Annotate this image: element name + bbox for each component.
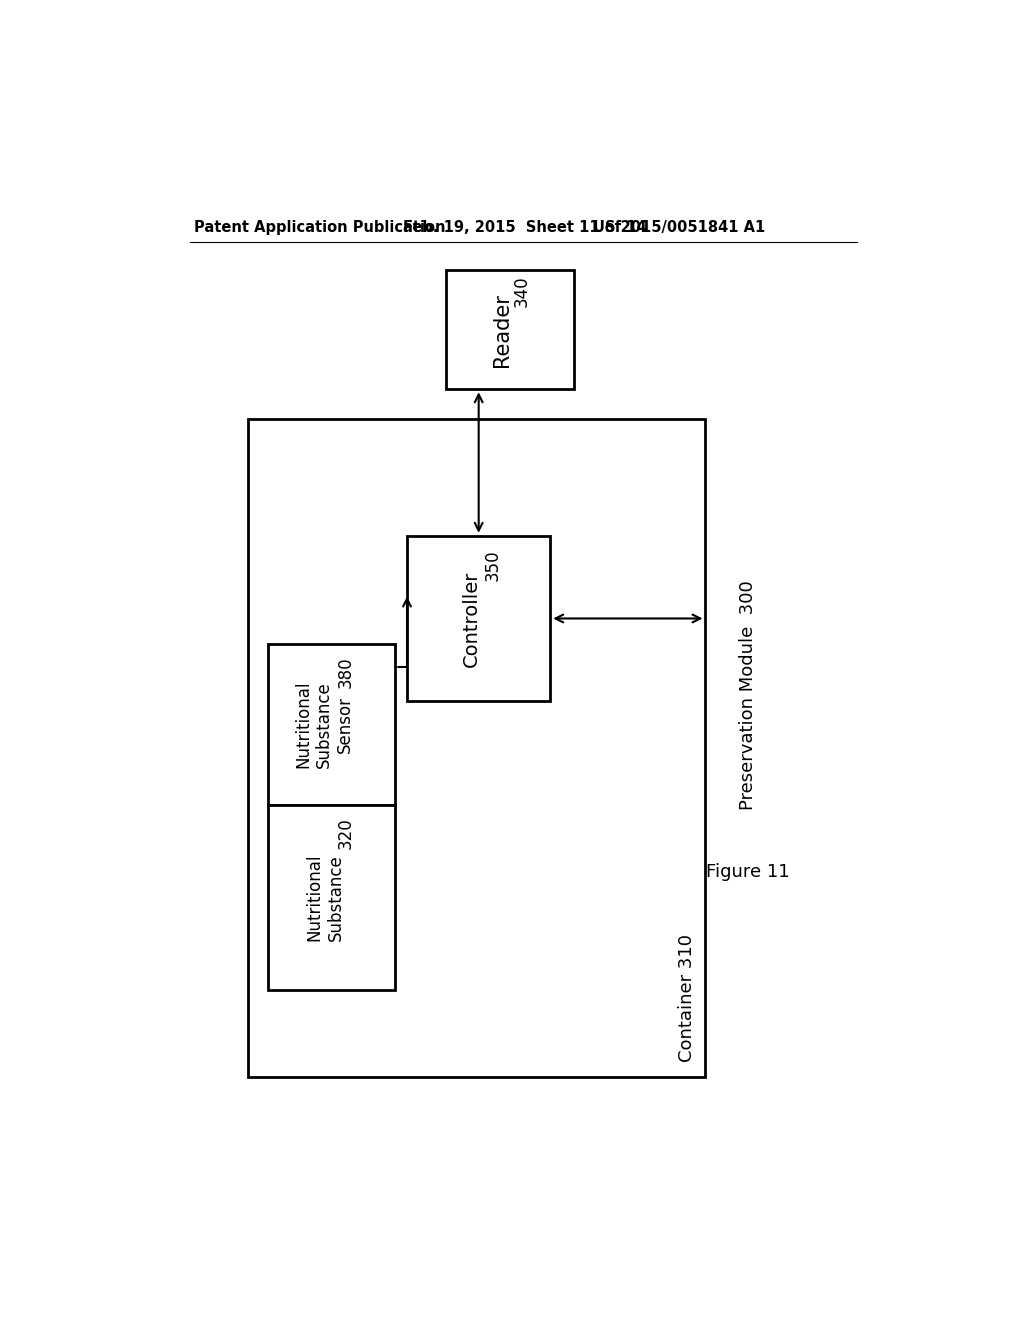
Text: Nutritional
Substance: Nutritional Substance bbox=[306, 854, 345, 941]
Text: Container 310: Container 310 bbox=[678, 933, 696, 1061]
FancyBboxPatch shape bbox=[445, 271, 573, 389]
Text: 320: 320 bbox=[337, 817, 354, 849]
FancyBboxPatch shape bbox=[267, 805, 395, 990]
Text: 350: 350 bbox=[483, 549, 502, 581]
Text: Figure 11: Figure 11 bbox=[707, 863, 790, 882]
FancyBboxPatch shape bbox=[407, 536, 550, 701]
Text: Controller: Controller bbox=[462, 570, 480, 667]
Text: Nutritional
Substance
Sensor: Nutritional Substance Sensor bbox=[294, 681, 353, 768]
Text: Feb. 19, 2015  Sheet 11 of 14: Feb. 19, 2015 Sheet 11 of 14 bbox=[403, 220, 647, 235]
Text: Preservation Module  300: Preservation Module 300 bbox=[739, 581, 757, 810]
FancyBboxPatch shape bbox=[267, 644, 395, 805]
Text: Patent Application Publication: Patent Application Publication bbox=[194, 220, 445, 235]
Text: US 2015/0051841 A1: US 2015/0051841 A1 bbox=[593, 220, 765, 235]
Text: 340: 340 bbox=[512, 276, 530, 308]
Text: Reader: Reader bbox=[492, 293, 512, 367]
Text: 380: 380 bbox=[337, 657, 354, 689]
FancyBboxPatch shape bbox=[248, 418, 706, 1077]
